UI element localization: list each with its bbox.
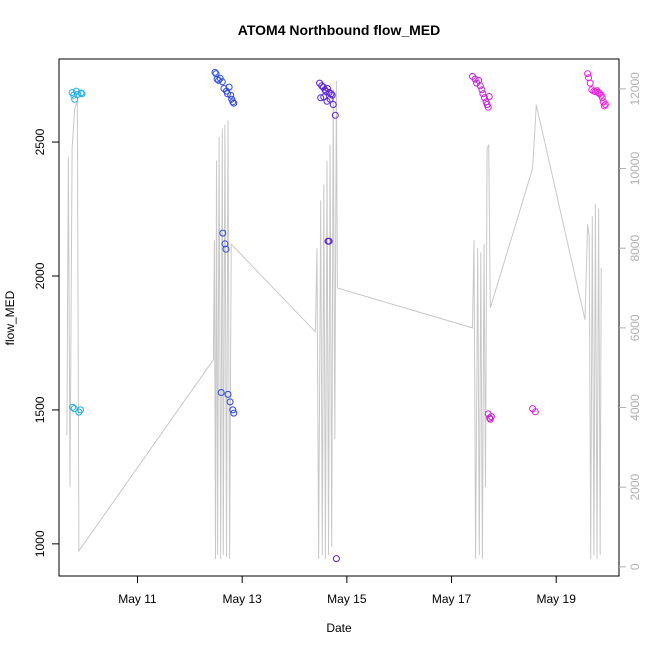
x-tick-label: May 19 <box>537 592 577 606</box>
y-right-tick-label: 6000 <box>628 314 642 341</box>
data-point <box>531 408 539 416</box>
data-point <box>601 101 609 108</box>
data-point <box>598 94 606 102</box>
data-point <box>229 406 237 414</box>
data-point <box>481 94 488 102</box>
data-point <box>485 93 493 100</box>
y-axis-left: 1000 1500 2000 2500 <box>33 128 59 557</box>
x-tick-label: May 11 <box>118 592 157 606</box>
y-right-tick-label: 12000 <box>628 72 642 106</box>
y-left-tick-label: 1500 <box>33 396 47 423</box>
data-point <box>74 90 82 98</box>
data-point <box>484 103 492 111</box>
plot-frame <box>58 58 620 577</box>
data-point <box>331 111 339 119</box>
y-right-tick-label: 0 <box>628 563 642 570</box>
data-point <box>219 229 227 237</box>
data-point <box>215 76 223 84</box>
y-axis-right: 0 2000 4000 6000 8000 10000 12000 <box>619 72 642 570</box>
data-point <box>77 89 85 97</box>
data-point <box>78 90 86 98</box>
data-point <box>332 555 340 563</box>
y-right-tick-label: 10000 <box>628 152 642 186</box>
data-point <box>226 398 234 406</box>
data-point <box>328 91 336 99</box>
x-axis-label: Date <box>326 621 352 635</box>
data-point <box>71 95 79 103</box>
data-point <box>478 86 486 94</box>
data-point <box>586 79 594 87</box>
y-left-tick-label: 2000 <box>33 262 47 289</box>
data-point <box>324 85 331 92</box>
line-series-layer <box>66 80 602 559</box>
data-point <box>325 237 333 245</box>
data-point <box>476 82 484 90</box>
y-right-tick-label: 4000 <box>628 394 642 421</box>
data-point <box>600 102 608 110</box>
data-point <box>329 101 337 108</box>
data-point <box>326 95 334 103</box>
data-point <box>230 99 238 107</box>
data-point <box>229 98 237 106</box>
data-point <box>224 390 232 398</box>
data-point <box>77 406 84 414</box>
data-point <box>216 74 224 82</box>
chart-title: ATOM4 Northbound flow_MED <box>238 22 440 38</box>
y-right-tick-label: 8000 <box>628 235 642 262</box>
data-point <box>227 91 235 99</box>
data-point <box>70 405 78 413</box>
data-point <box>222 245 230 253</box>
x-axis: May 11 May 13 May 15 May 17 May 19 <box>118 576 576 606</box>
data-point <box>225 83 233 91</box>
x-tick-label: May 13 <box>222 592 262 606</box>
line-series <box>66 80 602 559</box>
data-point <box>218 78 226 86</box>
data-point <box>471 75 479 83</box>
data-point <box>486 415 494 423</box>
data-point <box>584 70 592 78</box>
data-point <box>230 409 238 417</box>
data-point <box>75 408 83 416</box>
y-left-tick-label: 2500 <box>33 128 47 155</box>
points-layer <box>68 68 609 563</box>
x-tick-label: May 15 <box>327 592 367 606</box>
data-point <box>72 87 80 95</box>
data-point <box>211 68 219 76</box>
data-point <box>217 389 225 396</box>
data-point <box>479 90 487 98</box>
data-point <box>317 94 325 102</box>
data-point <box>224 90 231 98</box>
x-tick-label: May 17 <box>432 592 472 606</box>
y-right-tick-label: 2000 <box>628 474 642 501</box>
y-left-tick-label: 1000 <box>33 530 47 557</box>
data-point <box>69 403 77 411</box>
y-axis-label: flow_MED <box>3 290 17 345</box>
